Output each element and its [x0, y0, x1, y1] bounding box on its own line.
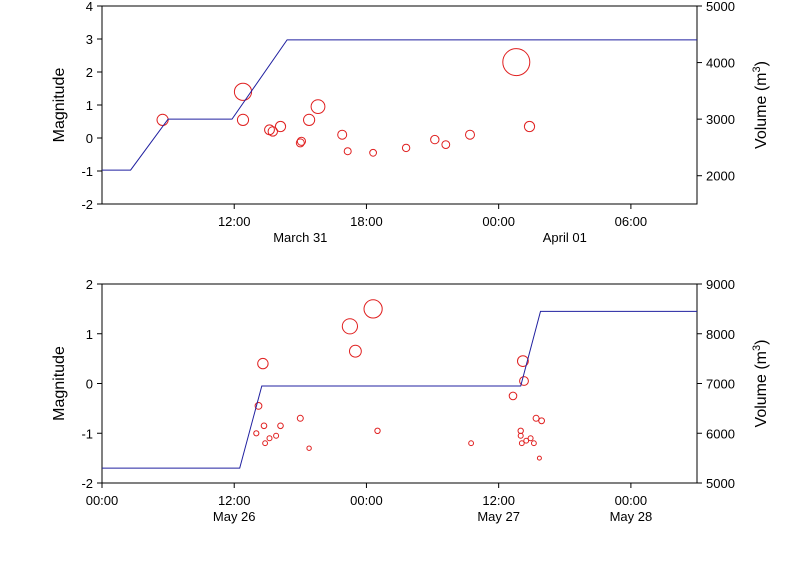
left-tick-label: 2 [86, 65, 93, 80]
plot-frame [101, 5, 698, 205]
left-tick-label: 3 [86, 32, 93, 47]
event-point [519, 376, 529, 386]
left-tick-label: 4 [86, 0, 93, 14]
volume-line [102, 310, 697, 469]
event-point [254, 402, 263, 410]
event-point [363, 299, 383, 319]
event-point [523, 437, 530, 444]
event-point [517, 355, 529, 368]
x-tick-label: 00:00 [482, 214, 515, 229]
x-tick-label: 12:00 [218, 214, 251, 229]
right-axis-title-sup: 3 [751, 66, 763, 72]
event-point [306, 445, 312, 451]
event-point [236, 113, 250, 127]
event-point [374, 427, 381, 434]
left-tick-label: -1 [81, 164, 93, 179]
event-point [296, 414, 304, 422]
event-point [262, 440, 269, 447]
right-tick-label: 4000 [706, 56, 735, 71]
event-point [536, 455, 542, 461]
left-axis-title: Magnitude [51, 346, 68, 421]
left-tick-label: 1 [86, 327, 93, 342]
event-point [441, 140, 451, 150]
event-point [468, 440, 475, 447]
event-point [156, 113, 169, 127]
x-tick-label: 00:00 [86, 493, 119, 508]
event-point [508, 391, 518, 401]
x-date-label: May 27 [477, 509, 520, 524]
event-point [465, 129, 475, 140]
event-point [295, 138, 305, 148]
left-axis-title: Magnitude [51, 68, 68, 143]
event-point [266, 435, 273, 442]
event-point [233, 82, 253, 101]
event-point [343, 147, 352, 156]
x-tick-label: 12:00 [218, 493, 251, 508]
x-date-label: March 31 [273, 230, 327, 245]
event-point [260, 422, 268, 430]
x-tick-label: 00:00 [350, 493, 383, 508]
left-tick-label: 2 [86, 277, 93, 292]
event-point [296, 136, 306, 146]
event-point [341, 318, 358, 335]
event-point [303, 113, 316, 127]
right-tick-label: 5000 [706, 0, 735, 14]
event-point [517, 432, 524, 439]
x-date-label: May 28 [610, 509, 653, 524]
event-point [531, 440, 537, 447]
x-tick-label: 12:00 [482, 493, 515, 508]
x-date-label: April 01 [543, 230, 587, 245]
event-point [517, 427, 524, 434]
right-axis-title: Volume (m3) [751, 61, 770, 149]
x-tick-label: 18:00 [350, 214, 383, 229]
right-tick-label: 8000 [706, 327, 735, 342]
plot-frame [101, 283, 698, 484]
right-tick-label: 6000 [706, 426, 735, 441]
left-tick-label: -2 [81, 197, 93, 212]
event-point [401, 143, 411, 153]
right-axis-title-end: ) [753, 340, 770, 345]
event-point [277, 422, 284, 430]
right-tick-label: 2000 [706, 169, 735, 184]
right-axis-title: Volume (m3) [751, 340, 770, 428]
right-axis-title-main: Volume (m [753, 72, 770, 148]
event-point [310, 99, 326, 114]
event-point [538, 417, 545, 425]
x-date-label: May 26 [213, 509, 256, 524]
right-tick-label: 7000 [706, 377, 735, 392]
right-axis-title-sup: 3 [751, 345, 763, 351]
event-point [527, 435, 534, 442]
event-point [337, 129, 348, 140]
right-axis-title-main: Volume (m [753, 351, 770, 427]
left-tick-label: 0 [86, 377, 93, 392]
left-tick-label: -2 [81, 476, 93, 491]
event-point [430, 134, 440, 145]
x-tick-label: 00:00 [615, 493, 648, 508]
right-tick-label: 9000 [706, 277, 735, 292]
left-tick-label: 1 [86, 98, 93, 113]
left-tick-label: -1 [81, 426, 93, 441]
event-point [274, 120, 287, 133]
event-point [253, 430, 260, 437]
event-point [369, 148, 378, 157]
event-point [518, 440, 525, 447]
right-tick-label: 5000 [706, 476, 735, 491]
right-axis-title-end: ) [753, 61, 770, 66]
event-point [502, 48, 531, 77]
event-point [273, 432, 280, 439]
event-point [523, 120, 536, 133]
left-tick-label: 0 [86, 131, 93, 146]
x-tick-label: 06:00 [615, 214, 648, 229]
event-point [532, 414, 540, 422]
volume-line [102, 39, 697, 171]
right-tick-label: 3000 [706, 112, 735, 127]
event-point [257, 357, 269, 370]
event-point [349, 344, 362, 358]
event-point [267, 126, 278, 137]
